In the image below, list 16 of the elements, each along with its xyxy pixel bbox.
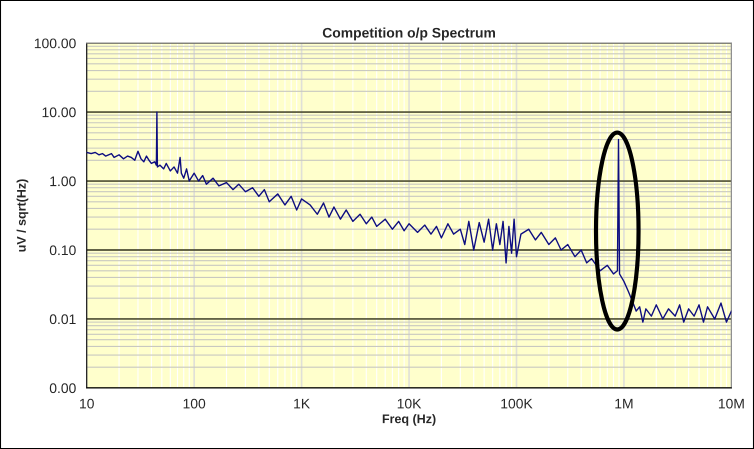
- x-tick-label: 1M: [615, 398, 632, 408]
- x-tick-label: 10: [80, 398, 94, 409]
- y-tick-label: 1.00: [50, 176, 76, 186]
- y-tick-label: 10.00: [42, 107, 76, 118]
- x-tick-label: 100: [184, 398, 206, 409]
- y-tick-label: 100.00: [34, 38, 76, 48]
- x-tick-label: 100K: [501, 398, 533, 409]
- x-tick-label: 10K: [398, 398, 422, 409]
- y-axis-title: uV / sqrt(Hz): [16, 179, 28, 252]
- x-tick-label: 10M: [718, 398, 744, 409]
- y-tick-label: 0.10: [50, 245, 76, 256]
- chart-title: Competition o/p Spectrum: [322, 27, 495, 40]
- x-axis-title: Freq (Hz): [382, 414, 436, 426]
- y-tick-label: 0.00: [50, 383, 76, 394]
- y-tick-label: 0.01: [50, 314, 76, 324]
- x-tick-label: 1K: [294, 398, 310, 408]
